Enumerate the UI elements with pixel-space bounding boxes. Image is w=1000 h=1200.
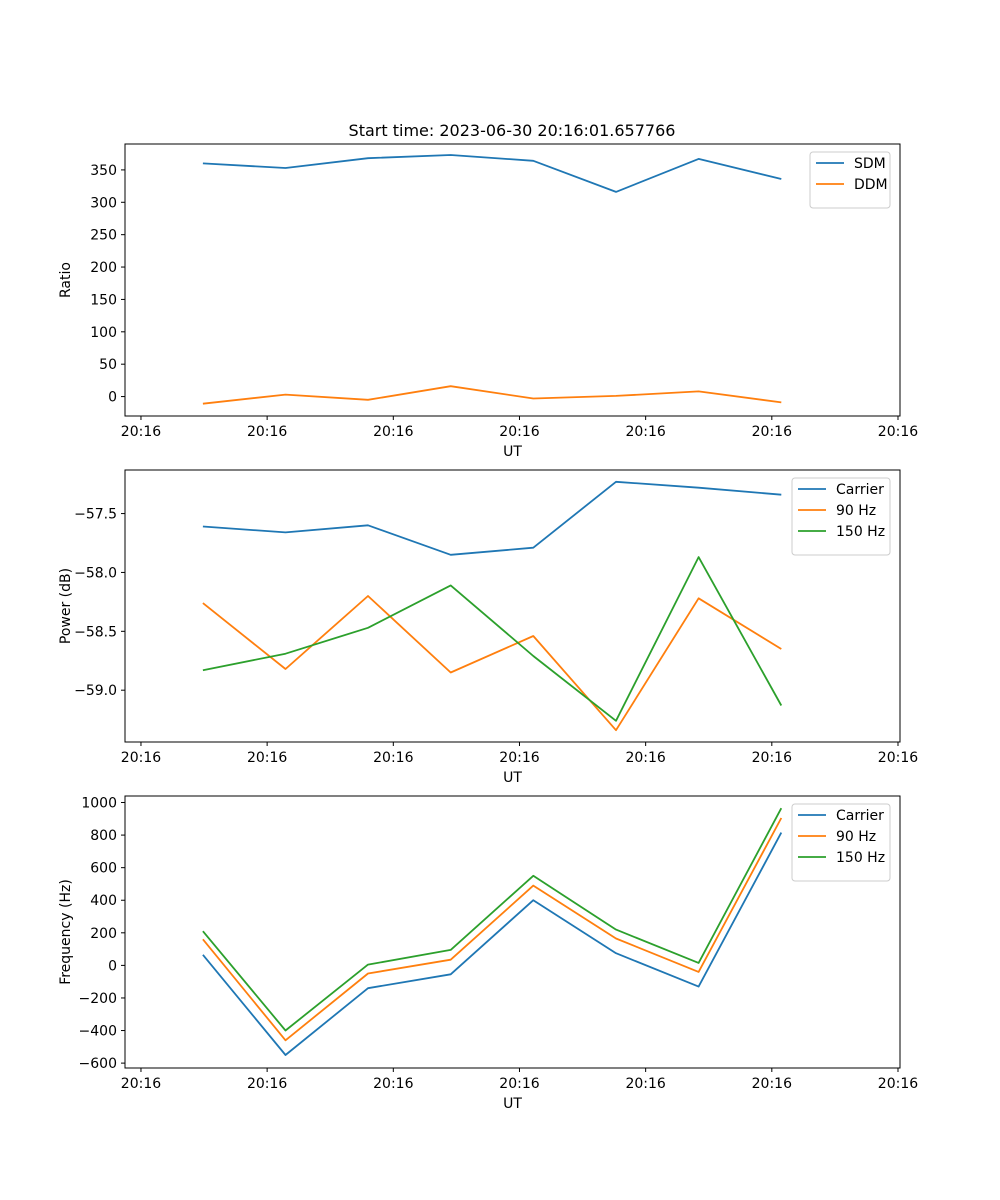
- series-line-90-hz: [202, 817, 783, 1042]
- chart-panel-2: −59.0 −58.5 −58.0 −57.5 20:16 20:16 20:16 20:16…: [58, 469, 918, 786]
- y-tick-label: 800: [90, 828, 117, 844]
- legend-label: Carrier: [836, 482, 884, 498]
- plot-frame: [124, 795, 901, 1069]
- y-tick-label: 250: [90, 228, 117, 244]
- series-line-150-hz: [202, 807, 783, 1032]
- x-tick-label: 20:16: [121, 750, 161, 766]
- x-tick-label: 20:16: [752, 424, 792, 440]
- chart-panel-3: −600 −400 −200 0 200 400 600 800 1000 20:16 20:16 2…: [58, 795, 918, 1112]
- series-line-90-hz: [202, 595, 782, 732]
- legend-label: 150 Hz: [836, 524, 885, 540]
- plot-frame: [124, 469, 901, 743]
- x-tick-label: 20:16: [878, 750, 918, 766]
- legend-label: 150 Hz: [836, 850, 885, 866]
- y-tick-label: −58.0: [74, 565, 117, 581]
- y-axis-label: Ratio: [58, 262, 74, 298]
- y-tick-label: 600: [90, 861, 117, 877]
- y-tick-label: 50: [99, 357, 117, 373]
- x-tick-label: 20:16: [625, 1076, 665, 1092]
- plot-frame: [124, 143, 901, 417]
- legend-label: 90 Hz: [836, 829, 876, 845]
- y-tick-label: 150: [90, 292, 117, 308]
- x-axis-label: UT: [503, 770, 522, 786]
- y-tick-label: −600: [79, 1056, 117, 1072]
- y-tick-label: 300: [90, 195, 117, 211]
- y-tick-label: 200: [90, 260, 117, 276]
- x-tick-label: 20:16: [625, 750, 665, 766]
- y-tick-label: 0: [108, 390, 117, 406]
- x-axis-label: UT: [503, 444, 522, 460]
- x-tick-label: 20:16: [373, 424, 413, 440]
- x-tick-label: 20:16: [499, 750, 539, 766]
- series-line-carrier: [202, 480, 782, 556]
- legend-box: [809, 151, 891, 209]
- legend-box: [791, 477, 891, 556]
- y-tick-label: −400: [79, 1024, 117, 1040]
- x-tick-label: 20:16: [499, 1076, 539, 1092]
- y-tick-label: 1000: [81, 796, 117, 812]
- series-line-150-hz: [202, 556, 783, 722]
- x-axis-label: UT: [503, 1096, 522, 1112]
- x-tick-label: 20:16: [878, 424, 918, 440]
- chart-panels: 0 50 100 150 200 250 300 350 20:16 20:16 20:16 20:1…: [58, 143, 918, 1112]
- x-tick-label: 20:16: [373, 750, 413, 766]
- y-tick-label: 0: [108, 958, 117, 974]
- x-tick-label: 20:16: [121, 424, 161, 440]
- y-axis-label: Frequency (Hz): [58, 879, 74, 985]
- y-tick-label: 100: [90, 325, 117, 341]
- series-line-ddm: [202, 385, 782, 405]
- x-tick-label: 20:16: [247, 750, 287, 766]
- x-tick-label: 20:16: [247, 424, 287, 440]
- y-tick-label: −200: [79, 991, 117, 1007]
- x-tick-label: 20:16: [373, 1076, 413, 1092]
- x-tick-label: 20:16: [878, 1076, 918, 1092]
- y-tick-label: 400: [90, 893, 117, 909]
- x-tick-label: 20:16: [499, 424, 539, 440]
- x-tick-label: 20:16: [752, 1076, 792, 1092]
- y-tick-label: 350: [90, 163, 117, 179]
- y-tick-label: −58.5: [74, 624, 117, 640]
- x-tick-label: 20:16: [752, 750, 792, 766]
- series-line-sdm: [202, 154, 782, 193]
- figure-title: Start time: 2023-06-30 20:16:01.657766: [349, 121, 676, 140]
- chart-panel-1: 0 50 100 150 200 250 300 350 20:16 20:16 20:16 20:1…: [58, 143, 918, 460]
- y-tick-label: 200: [90, 926, 117, 942]
- y-tick-label: −57.5: [74, 507, 117, 523]
- legend-label: DDM: [854, 177, 888, 193]
- legend-label: SDM: [854, 156, 886, 172]
- legend-label: 90 Hz: [836, 503, 876, 519]
- x-tick-label: 20:16: [121, 1076, 161, 1092]
- y-tick-label: −59.0: [74, 683, 117, 699]
- x-tick-label: 20:16: [625, 424, 665, 440]
- series-line-carrier: [202, 832, 783, 1056]
- legend-label: Carrier: [836, 808, 884, 824]
- legend-box: [791, 803, 891, 882]
- x-tick-label: 20:16: [247, 1076, 287, 1092]
- y-axis-label: Power (dB): [58, 568, 74, 644]
